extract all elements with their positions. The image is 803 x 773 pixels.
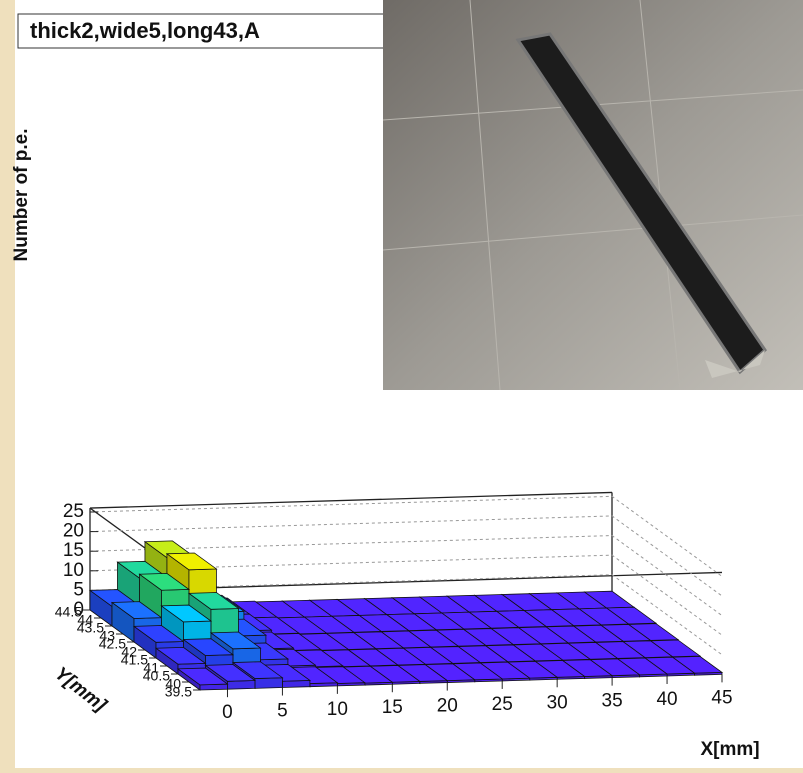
bin-top bbox=[204, 664, 257, 682]
y-tick-label: 40 bbox=[165, 676, 181, 692]
z-tick-label: 20 bbox=[63, 521, 84, 542]
bin-top bbox=[187, 592, 240, 610]
z-tick-label: 5 bbox=[73, 579, 84, 600]
chart-title: thick2,wide5,long43,A bbox=[30, 18, 260, 43]
frame-edge bbox=[89, 491, 613, 509]
y-tick-label: 40.5 bbox=[143, 668, 170, 684]
x-tick-label: 15 bbox=[382, 697, 403, 718]
grid-line bbox=[89, 515, 723, 597]
z-tick-label: 0 bbox=[73, 599, 84, 620]
grid-line bbox=[89, 535, 723, 616]
z-axis-label: Number of p.e. bbox=[11, 128, 32, 261]
x-tick-label: 10 bbox=[327, 699, 348, 720]
y-tick-label: 42.5 bbox=[99, 636, 126, 652]
x-axis-label: X[mm] bbox=[700, 739, 759, 760]
lego-bin bbox=[176, 667, 229, 691]
bin-top bbox=[110, 601, 163, 619]
x-tick-label: 25 bbox=[492, 694, 513, 715]
frame-edge bbox=[199, 571, 723, 589]
y-tick-label: 44 bbox=[77, 612, 93, 628]
bin-top bbox=[138, 572, 191, 591]
bin-top bbox=[182, 638, 235, 656]
x-tick-label: 40 bbox=[656, 689, 677, 710]
x-tick-label: 45 bbox=[711, 687, 732, 708]
bin-top bbox=[209, 631, 262, 650]
y-tick-label: 44.5 bbox=[55, 604, 82, 620]
bin-top bbox=[154, 646, 207, 665]
x-tick-label: 20 bbox=[437, 696, 458, 717]
grid-line bbox=[89, 554, 723, 636]
bin-top bbox=[231, 661, 284, 679]
photo-bar-end bbox=[705, 350, 765, 378]
photo bbox=[382, 0, 803, 391]
bin-front bbox=[254, 677, 283, 689]
z-tick-label: 25 bbox=[63, 501, 84, 522]
bin-top bbox=[176, 667, 229, 686]
y-tick-label: 42 bbox=[121, 644, 137, 660]
grid-line bbox=[89, 574, 723, 656]
y-tick-label: 41 bbox=[143, 660, 159, 676]
y-tick-label: 43 bbox=[99, 628, 115, 644]
bin-top bbox=[132, 625, 185, 643]
y-tick-label: 39.5 bbox=[165, 684, 192, 700]
x-tick-label: 0 bbox=[222, 702, 233, 723]
x-tick-label: 5 bbox=[277, 701, 288, 722]
x-tick-label: 35 bbox=[602, 691, 623, 712]
bin-top bbox=[160, 604, 213, 623]
y-tick-label: 43.5 bbox=[77, 620, 104, 636]
z-tick-label: 15 bbox=[63, 540, 84, 561]
title-box bbox=[17, 13, 399, 49]
bin-front bbox=[227, 680, 256, 690]
x-tick-label: 30 bbox=[547, 692, 568, 713]
bin-top bbox=[165, 552, 218, 571]
grid-line bbox=[89, 495, 723, 577]
z-tick-label: 10 bbox=[63, 560, 84, 581]
y-tick-label: 41.5 bbox=[121, 652, 148, 668]
